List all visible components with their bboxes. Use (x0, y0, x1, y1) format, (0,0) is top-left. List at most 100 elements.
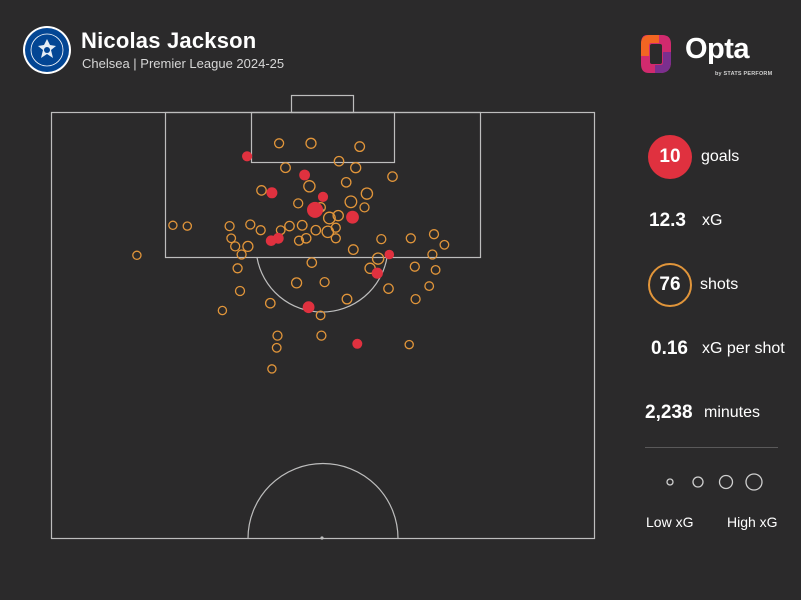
opta-logo-icon (641, 35, 671, 73)
shot-marker-1 (280, 162, 291, 174)
shot-marker-25 (242, 240, 254, 253)
xg-per-shot-value: 0.16 (651, 338, 688, 359)
shot-marker-62 (168, 220, 178, 231)
shot-marker-9 (256, 185, 267, 196)
minutes-label: minutes (704, 404, 761, 421)
goal-marker-11 (384, 249, 395, 260)
shot-marker-11 (322, 211, 336, 225)
shot-marker-17 (300, 232, 312, 244)
legend-circle-mid-high (718, 474, 734, 490)
shot-marker-28 (405, 233, 416, 244)
shot-marker-6 (303, 180, 316, 193)
goal-marker-2 (299, 169, 310, 181)
shots-layer (132, 137, 450, 374)
goal-marker-5 (346, 210, 359, 224)
goal-marker-4 (242, 151, 253, 162)
goal-marker-10 (352, 338, 363, 349)
shot-marker-53 (350, 162, 362, 174)
shot-marker-37 (341, 293, 353, 305)
shot-marker-56 (315, 310, 326, 321)
goals-label: goals (701, 148, 740, 165)
page-subtitle: Chelsea | Premier League 2024-25 (82, 56, 285, 71)
goal-marker-8 (302, 301, 315, 314)
shot-marker-43 (236, 249, 247, 260)
shot-marker-13 (332, 209, 344, 222)
shot-marker-31 (427, 249, 438, 260)
pitch-outline (50, 111, 596, 540)
minutes-value: 2,238 (645, 402, 693, 423)
shot-marker-59 (267, 364, 277, 374)
legend-circle-mid-low (692, 476, 704, 488)
shot-marker-18 (224, 220, 235, 232)
shot-marker-42 (232, 263, 243, 274)
shot-marker-5 (344, 195, 358, 209)
goals-badge: 10 (648, 135, 692, 179)
legend-low-label: Low xG (646, 514, 694, 530)
shot-marker-44 (230, 241, 241, 252)
legend-circle-high (745, 473, 763, 491)
goal-marker-7 (265, 235, 277, 246)
shot-marker-22 (371, 252, 385, 265)
shot-marker-33 (409, 261, 420, 272)
shot-marker-4 (360, 187, 374, 200)
opta-wordmark: Opta (685, 33, 750, 65)
opta-tagline: by STATS PERFORM (715, 71, 773, 77)
goals-value: 10 (659, 146, 681, 167)
six-yard-box (250, 111, 396, 164)
shot-marker-58 (271, 342, 282, 353)
shot-marker-54 (273, 138, 285, 149)
centre-circle (247, 462, 399, 539)
page-title: Nicolas Jackson (81, 28, 257, 53)
shot-marker-7 (293, 198, 304, 209)
shot-marker-52 (305, 137, 317, 149)
xg-per-shot-label: xG per shot (702, 340, 785, 357)
shot-marker-57 (272, 330, 283, 341)
shots-label: shots (700, 276, 739, 293)
shot-marker-14 (296, 219, 308, 231)
shot-marker-16 (284, 220, 295, 232)
goal-marker-1 (307, 201, 323, 218)
xg-value: 12.3 (649, 210, 686, 231)
shot-marker-49 (182, 221, 193, 231)
shot-marker-26 (293, 235, 305, 246)
shot-marker-41 (234, 285, 246, 297)
pitch-markings (50, 94, 596, 540)
goal (290, 94, 355, 114)
shot-marker-21 (347, 244, 359, 256)
shot-marker-51 (354, 141, 366, 153)
shot-marker-24 (306, 257, 318, 268)
shot-marker-29 (428, 229, 440, 240)
centre-spot (320, 536, 324, 540)
shot-marker-36 (410, 293, 421, 305)
shot-marker-3 (387, 171, 398, 182)
shot-marker-60 (404, 339, 414, 350)
shot-marker-39 (290, 277, 303, 289)
shot-marker-47 (255, 225, 266, 236)
goal-marker-3 (266, 187, 278, 199)
shots-value: 76 (659, 274, 681, 295)
shot-marker-40 (264, 297, 276, 309)
shot-marker-46 (245, 219, 256, 230)
shot-marker-45 (226, 233, 237, 244)
shot-marker-2 (340, 176, 352, 188)
shot-marker-19 (330, 222, 341, 233)
goals-layer (242, 151, 395, 349)
shot-marker-61 (217, 305, 228, 316)
shot-marker-30 (439, 239, 450, 250)
shot-marker-35 (383, 283, 394, 294)
chelsea-crest-icon (23, 26, 71, 74)
legend-high-label: High xG (727, 514, 778, 530)
shot-marker-32 (430, 264, 441, 275)
shot-marker-8 (359, 202, 370, 213)
xg-size-legend (666, 473, 763, 491)
legend-circle-low (666, 478, 674, 486)
shot-marker-38 (319, 276, 330, 288)
goal-marker-9 (371, 267, 383, 279)
shot-marker-55 (316, 330, 327, 341)
shot-marker-27 (376, 233, 387, 245)
shot-marker-50 (333, 155, 345, 167)
shots-badge: 76 (648, 263, 692, 307)
divider (645, 447, 778, 448)
shot-marker-15 (310, 224, 322, 236)
penalty-arc (256, 257, 388, 313)
